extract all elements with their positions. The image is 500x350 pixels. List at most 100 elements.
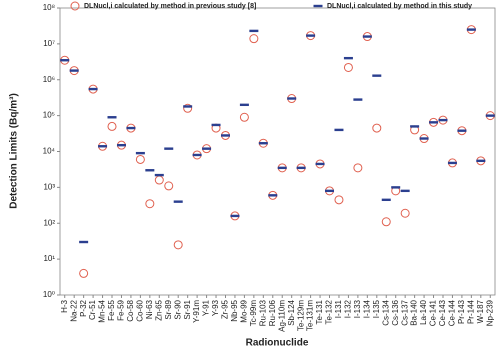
data-point — [116, 143, 126, 147]
x-tick-label: Ce-144 — [448, 299, 457, 326]
y-tick-label: 10⁴ — [43, 147, 56, 156]
x-tick-label: Te-129m — [296, 300, 305, 331]
x-tick-label: Y-91 — [202, 299, 211, 316]
x-tick-label: I-135 — [372, 299, 381, 318]
data-point — [343, 62, 353, 72]
data-point — [438, 118, 448, 122]
data-point — [230, 214, 240, 218]
x-tick-label: Te-132 — [325, 299, 334, 324]
data-point — [315, 162, 325, 166]
x-tick-label: Pr-144 — [466, 299, 475, 324]
data-point — [202, 147, 212, 150]
y-tick-label: 10⁵ — [43, 111, 55, 120]
data-point — [287, 97, 297, 100]
x-tick-label: H-3 — [60, 299, 69, 312]
data-point — [239, 112, 249, 122]
legend-label: DLNucl,i calculated by method in this st… — [327, 3, 472, 10]
y-tick-label: 10⁷ — [43, 39, 55, 48]
data-point — [69, 69, 79, 72]
x-tick-label: La-140 — [419, 299, 428, 324]
x-tick-label: I-134 — [362, 299, 371, 318]
x-tick-label: I-131 — [334, 299, 343, 318]
x-tick-label: Cs-137 — [400, 299, 409, 325]
data-point — [249, 34, 259, 44]
x-tick-label: Fe-55 — [107, 299, 116, 320]
legend-label: DLNucl,i calculated by method in previou… — [84, 3, 256, 10]
x-tick-label: Na-22 — [69, 299, 78, 321]
data-point — [183, 103, 193, 113]
data-point — [154, 173, 164, 177]
data-point — [447, 161, 457, 165]
data-point — [79, 268, 89, 278]
x-tick-label: Zn-65 — [154, 299, 163, 320]
x-tick-label: I-133 — [353, 299, 362, 318]
data-point — [325, 189, 335, 193]
x-tick-label: P-32 — [79, 299, 88, 316]
data-point — [353, 98, 363, 101]
data-point — [60, 59, 70, 62]
x-tick-label: Ba-140 — [410, 299, 419, 325]
x-tick-label: Ru-103 — [258, 299, 267, 326]
y-tick-label: 10⁰ — [43, 290, 55, 299]
x-tick-label: Y-93 — [211, 299, 220, 316]
data-point — [353, 163, 363, 173]
data-point — [476, 159, 486, 163]
data-point — [211, 123, 221, 127]
x-tick-label: Co-60 — [135, 299, 144, 321]
x-tick-label: Ag-110m — [277, 300, 286, 332]
data-point — [79, 240, 89, 244]
data-point — [381, 198, 391, 202]
x-tick-label: Ru-106 — [268, 299, 277, 326]
data-point — [400, 208, 410, 218]
x-tick-label: W-187 — [476, 299, 485, 323]
x-tick-label: Sb-124 — [287, 299, 296, 325]
data-point — [343, 56, 353, 60]
data-point — [419, 137, 429, 140]
data-point — [107, 116, 117, 119]
data-point — [381, 217, 391, 227]
x-tick-label: Cs-134 — [381, 299, 390, 325]
data-point — [173, 200, 183, 203]
plot-frame — [59, 7, 496, 296]
data-point — [258, 142, 268, 145]
x-tick-label: Mo-99 — [240, 299, 249, 322]
data-point — [88, 87, 98, 91]
x-tick-label: Ce-141 — [429, 299, 438, 326]
data-point — [164, 181, 174, 191]
data-point — [362, 35, 372, 38]
data-point — [249, 29, 259, 33]
data-point — [145, 199, 155, 209]
data-point — [239, 103, 249, 107]
data-point — [145, 169, 155, 172]
x-tick-label: Te-131m — [306, 300, 315, 331]
x-tick-label: Ni-63 — [145, 299, 154, 319]
data-point — [391, 186, 401, 189]
data-point — [164, 147, 174, 150]
x-tick-label: Y-91m — [192, 300, 201, 323]
data-point — [410, 125, 420, 128]
y-tick-label: 10³ — [43, 182, 55, 191]
data-point — [296, 166, 306, 170]
data-point — [135, 154, 145, 164]
data-point — [183, 105, 193, 108]
data-point — [173, 240, 183, 250]
data-point — [466, 28, 476, 31]
data-point — [277, 166, 287, 170]
data-point — [334, 195, 344, 205]
x-tick-label: Zr-95 — [221, 299, 230, 319]
legend-marker — [313, 4, 323, 8]
x-tick-label: Cs-136 — [391, 299, 400, 325]
data-point — [126, 126, 136, 130]
y-tick-label: 10² — [43, 218, 55, 227]
x-tick-label: Np-239 — [485, 299, 494, 326]
data-point — [306, 34, 316, 37]
y-tick-label: 10⁸ — [43, 3, 55, 12]
data-point — [334, 128, 344, 132]
data-point — [268, 194, 278, 197]
data-point — [107, 121, 117, 131]
x-tick-label: Sr-89 — [164, 299, 173, 319]
data-point — [457, 129, 467, 132]
y-tick-label: 10¹ — [43, 254, 55, 263]
x-tick-label: Cr-51 — [88, 299, 97, 320]
